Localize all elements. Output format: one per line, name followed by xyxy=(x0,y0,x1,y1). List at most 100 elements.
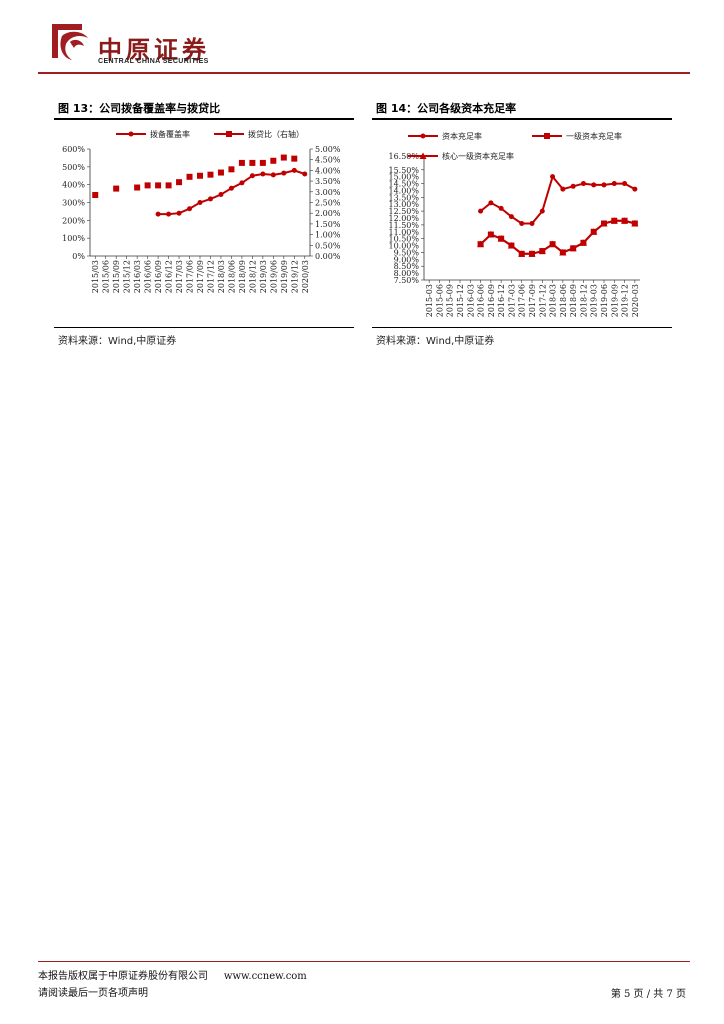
y-tick-label: 16.50% xyxy=(388,152,419,161)
data-point xyxy=(176,210,182,216)
x-tick-label: 2019/09 xyxy=(280,260,289,293)
data-point xyxy=(270,157,277,164)
y-right-tick-label: 2.00% xyxy=(315,209,341,218)
legend-label-2: 核心一级资本充足率 xyxy=(442,151,514,161)
x-tick-label: 2016-03 xyxy=(466,284,475,317)
y-right-tick-label: 3.00% xyxy=(315,188,341,197)
y-tick-label-alt: 10.00% xyxy=(388,242,419,251)
figure-14-title: 图 14：公司各级资本充足率 xyxy=(376,102,517,115)
data-point xyxy=(518,250,526,257)
x-tick-label: 2017/12 xyxy=(206,260,215,293)
series-line-0 xyxy=(158,169,306,216)
y-right-tick-label: 0.50% xyxy=(315,241,341,250)
x-tick-label: 2020/03 xyxy=(301,260,310,293)
data-point xyxy=(610,217,618,224)
x-tick-label: 2016/09 xyxy=(154,260,163,293)
data-point xyxy=(291,167,297,173)
data-point xyxy=(600,220,608,227)
x-tick-label: 2016-09 xyxy=(487,284,496,317)
y-left-tick-label: 400% xyxy=(62,181,85,190)
y-left-tick-label: 200% xyxy=(62,216,85,225)
footer-website-link[interactable]: www.ccnew.com xyxy=(223,971,307,982)
data-point xyxy=(291,155,298,162)
footer-left: 本报告版权属于中原证券股份有限公司 www.ccnew.com 请阅读最后一页各… xyxy=(38,968,307,1002)
data-point xyxy=(239,180,245,186)
legend-marker-0 xyxy=(128,131,134,137)
data-point xyxy=(497,235,505,242)
data-point xyxy=(569,244,577,252)
data-point xyxy=(92,192,99,199)
figure-13-source: 资料来源：Wind,中原证券 xyxy=(58,336,177,347)
figure-14-bottom-rule xyxy=(372,327,672,328)
figure-13-title: 图 13：公司拨备覆盖率与拨贷比 xyxy=(58,102,221,115)
footer-copyright: 本报告版权属于中原证券股份有限公司 xyxy=(38,971,208,982)
header-divider xyxy=(38,72,690,74)
data-point xyxy=(508,214,514,220)
y-tick-label-alt: 8.00% xyxy=(394,269,420,278)
x-tick-label: 2015-12 xyxy=(456,284,465,317)
y-tick-label: 9.50% xyxy=(394,248,420,257)
y-left-tick-label: 100% xyxy=(62,234,85,243)
figure-13-chart: 600% 500% 400% 300% 200% 100% 0% 5.00% 4.50%4.00… xyxy=(62,129,341,293)
data-point xyxy=(550,174,556,180)
y-left-tick-label: 300% xyxy=(62,199,85,208)
y-right-tick-label: 3.50% xyxy=(315,177,341,186)
data-point xyxy=(477,240,485,248)
page-header: 中原证券 CENTRAL CHINA SECURITIES xyxy=(0,0,724,76)
y-left-tick-label: 600% xyxy=(62,145,85,154)
footer-divider xyxy=(38,961,690,962)
x-tick-label: 2017-12 xyxy=(538,284,547,317)
y-tick-label-alt: 9.00% xyxy=(394,255,420,264)
y-tick-label-alt: 15.00% xyxy=(388,173,419,182)
data-point xyxy=(197,200,203,205)
series-line-0 xyxy=(479,174,636,225)
series-line-2 xyxy=(479,219,636,255)
y-tick-label: 11.50% xyxy=(388,221,419,230)
data-point xyxy=(529,221,535,227)
x-tick-label: 2015-03 xyxy=(425,284,434,317)
legend-marker-0 xyxy=(420,133,426,139)
legend-marker-2 xyxy=(419,152,427,159)
data-point xyxy=(601,182,607,188)
x-tick-label: 2015-06 xyxy=(435,284,444,317)
y-right-tick-label: 1.00% xyxy=(315,231,341,240)
x-tick-label: 2015/09 xyxy=(112,260,121,293)
x-tick-label: 2015-09 xyxy=(446,284,455,317)
data-point xyxy=(560,186,566,192)
x-tick-label: 2015/06 xyxy=(102,260,111,293)
data-point xyxy=(478,208,484,214)
x-tick-label: 2016/03 xyxy=(133,260,142,293)
data-point xyxy=(155,182,162,189)
x-tick-label: 2018-06 xyxy=(559,284,568,317)
y-left-tick-label: 0% xyxy=(72,252,85,261)
x-tick-label: 2015/12 xyxy=(123,260,132,293)
figure-13-bottom-rule xyxy=(54,327,354,328)
x-tick-label: 2015/03 xyxy=(91,260,100,293)
x-tick-label: 2016-06 xyxy=(477,284,486,317)
y-tick-label-alt: 12.00% xyxy=(388,214,419,223)
data-point xyxy=(218,191,224,197)
legend-label-0: 资本充足率 xyxy=(442,131,482,141)
logo-en-text: CENTRAL CHINA SECURITIES xyxy=(98,58,209,65)
y-tick-label-alt: 14.00% xyxy=(388,186,419,195)
x-tick-label: 2018/12 xyxy=(248,260,257,293)
x-tick-label: 2017-03 xyxy=(507,284,516,317)
x-tick-label: 2016-12 xyxy=(497,284,506,317)
data-point xyxy=(528,250,536,257)
data-point xyxy=(207,171,214,178)
data-point xyxy=(580,181,586,187)
y-tick-label: 8.50% xyxy=(394,262,420,271)
x-tick-label: 2017/09 xyxy=(196,260,205,293)
y-tick-label: 13.50% xyxy=(388,193,419,202)
data-point xyxy=(259,159,266,166)
data-point xyxy=(270,172,276,178)
y-right-tick-label: 4.00% xyxy=(315,166,341,175)
data-point xyxy=(280,154,287,161)
data-point xyxy=(187,206,193,212)
legend-marker-1 xyxy=(226,131,232,137)
x-tick-label: 2016/06 xyxy=(144,260,153,293)
data-point xyxy=(281,170,287,176)
data-point xyxy=(538,247,546,255)
x-tick-label: 2018-12 xyxy=(579,284,588,317)
legend-label-1: 一级资本充足率 xyxy=(566,131,622,141)
